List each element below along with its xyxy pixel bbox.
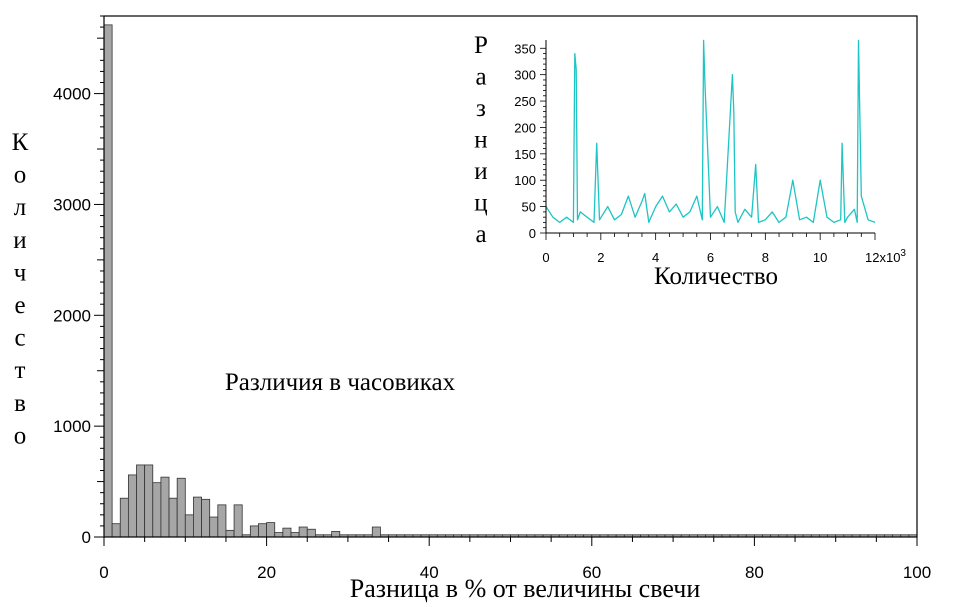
inset-y-label-char: з bbox=[476, 95, 486, 122]
histogram-bar bbox=[111, 523, 121, 538]
y-label-char: т bbox=[15, 357, 26, 384]
main-x-axis-label: Разница в % от величины свечи bbox=[350, 574, 701, 603]
histogram-bar bbox=[193, 496, 202, 538]
histogram-bar bbox=[282, 527, 292, 538]
histogram-bar bbox=[290, 532, 300, 538]
y-label-char: л bbox=[14, 194, 26, 221]
inset-y-tick-label: 150 bbox=[514, 147, 536, 162]
inset-y-tick-label: 350 bbox=[514, 41, 536, 56]
y-tick-label: 2000 bbox=[53, 306, 91, 325]
main-annotation: Различия в часовиках bbox=[225, 369, 456, 396]
x-tick-label: 80 bbox=[745, 563, 764, 582]
histogram-bar bbox=[209, 516, 219, 538]
inset-y-label-char: Р bbox=[474, 32, 488, 59]
inset-y-tick-label: 200 bbox=[514, 120, 536, 135]
inset-x-tick-label: 4 bbox=[652, 250, 659, 265]
inset-x-axis: 0 2 4 6 8 10 12x103 bbox=[542, 233, 906, 265]
histogram-bar bbox=[331, 531, 341, 538]
histogram-bar bbox=[217, 504, 227, 538]
main-x-axis: 0 20 40 60 80 100 bbox=[99, 537, 931, 582]
y-label-char: в bbox=[14, 390, 26, 417]
inset-y-label-char: н bbox=[474, 127, 487, 154]
y-label-char: с bbox=[14, 325, 25, 352]
histogram-bar bbox=[249, 525, 259, 538]
histogram-bar bbox=[184, 514, 194, 538]
y-label-char: о bbox=[14, 162, 27, 189]
x-tick-label: 20 bbox=[257, 563, 276, 582]
inset-y-axis: 0 50 100 150 200 250 300 350 bbox=[514, 41, 546, 241]
y-label-char: е bbox=[14, 292, 25, 319]
inset-y-label-char: и bbox=[474, 158, 487, 185]
histogram-bar bbox=[152, 482, 162, 538]
inset-line-chart: 0 50 100 150 200 250 300 350 0 2 4 6 8 10 12x103 Коли… bbox=[474, 32, 906, 290]
y-tick-label: 0 bbox=[82, 528, 91, 547]
main-y-axis: 0 1000 2000 3000 4000 bbox=[53, 15, 104, 547]
histogram-bar bbox=[258, 523, 268, 538]
inset-y-tick-label: 100 bbox=[514, 173, 536, 188]
histogram-bar bbox=[144, 464, 154, 538]
y-tick-label: 4000 bbox=[53, 85, 91, 104]
x-tick-label: 60 bbox=[582, 563, 601, 582]
main-bars bbox=[103, 24, 918, 538]
histogram-bar bbox=[266, 522, 276, 538]
inset-y-tick-label: 0 bbox=[529, 226, 536, 241]
inset-x-axis-label: Количество bbox=[654, 263, 778, 290]
histogram-bar bbox=[127, 474, 137, 538]
inset-x-tick-label: 10 bbox=[813, 250, 827, 265]
inset-y-tick-label: 50 bbox=[522, 200, 536, 215]
inset-y-tick-label: 250 bbox=[514, 94, 536, 109]
histogram-bar bbox=[103, 24, 113, 538]
x-tick-label: 0 bbox=[99, 563, 108, 582]
histogram-bar bbox=[306, 528, 316, 538]
histogram-bar bbox=[225, 529, 235, 538]
inset-series-line bbox=[545, 39, 876, 224]
inset-x-tick-label: 6 bbox=[707, 250, 714, 265]
histogram-bar bbox=[176, 477, 186, 538]
inset-x-exponent: 3 bbox=[900, 248, 906, 259]
x-tick-label: 40 bbox=[420, 563, 439, 582]
histogram-bar bbox=[201, 498, 211, 538]
main-plot-frame bbox=[103, 15, 918, 538]
y-tick-label: 1000 bbox=[53, 417, 91, 436]
y-label-char: ч bbox=[14, 259, 27, 286]
inset-y-label-char: ц bbox=[474, 190, 487, 217]
inset-x-tick-label: 8 bbox=[762, 250, 769, 265]
y-tick-label: 3000 bbox=[53, 195, 91, 214]
histogram-bar bbox=[119, 497, 129, 538]
inset-x-tick-label: 12x103 bbox=[865, 248, 906, 265]
inset-y-label-char: а bbox=[475, 221, 486, 248]
histogram-bar bbox=[274, 532, 284, 538]
inset-y-tick-label: 300 bbox=[514, 68, 536, 83]
inset-x-tick-label: 0 bbox=[542, 250, 549, 265]
inset-y-label-char: а bbox=[475, 64, 486, 91]
histogram-bar bbox=[233, 504, 243, 538]
y-label-char: К bbox=[12, 129, 29, 156]
histogram-bar bbox=[160, 476, 170, 538]
histogram-bar bbox=[168, 497, 178, 538]
histogram-bar bbox=[136, 464, 146, 538]
histogram-bar bbox=[371, 526, 381, 538]
y-label-char: о bbox=[14, 422, 27, 449]
histogram-bar bbox=[298, 526, 308, 538]
y-label-char: и bbox=[13, 227, 26, 254]
inset-x-tick-label: 2 bbox=[597, 250, 604, 265]
x-tick-label: 100 bbox=[903, 563, 931, 582]
